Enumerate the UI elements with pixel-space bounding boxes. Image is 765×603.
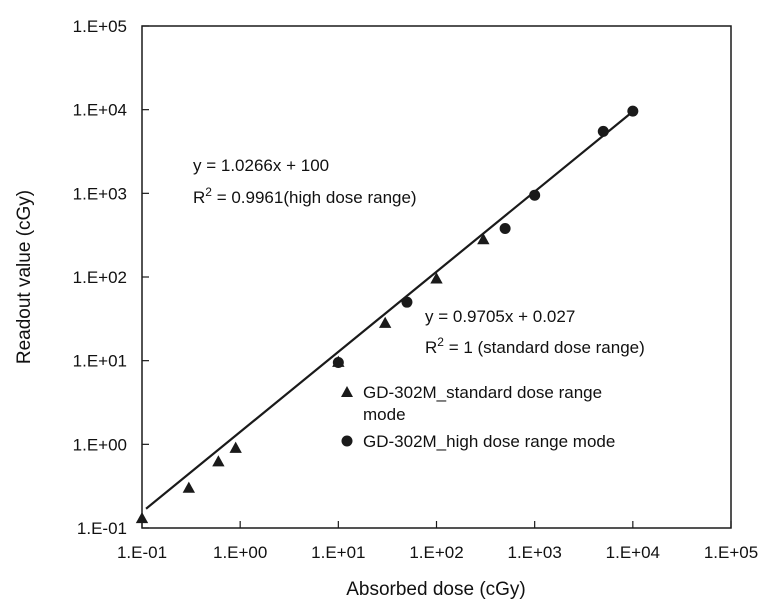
r2-letter: R [425,338,437,357]
equation-high-dose: y = 1.0266x + 100 [193,156,329,175]
y-tick-label: 1.E-01 [77,519,127,538]
legend-label-high: GD-302M_high dose range mode [363,432,615,451]
triangle-data-point [212,455,225,467]
legend-triangle-marker [341,386,353,397]
y-tick-label: 1.E+00 [73,435,127,454]
y-tick-label: 1.E+03 [73,184,127,203]
circle-data-point [401,296,413,308]
y-axis-title: Readout value (cGy) [14,190,35,364]
triangle-data-point [135,511,149,524]
r-squared-high-dose: R2 = 0.9961(high dose range) [193,185,417,207]
triangle-data-point [182,481,196,493]
legend-label-standard-line2: mode [363,405,406,424]
r-squared-standard-dose: R2 = 1 (standard dose range) [425,335,645,357]
r2-value: = 0.9961(high dose range) [212,188,417,207]
x-tick-label: 1.E+01 [311,543,365,562]
x-tick-label: 1.E-01 [117,543,167,562]
triangle-data-point [229,441,242,453]
x-axis-title: Absorbed dose (cGy) [346,579,526,600]
x-tick-label: 1.E+05 [704,543,758,562]
triangle-data-point [477,233,490,245]
r2-superscript: 2 [437,335,444,349]
x-tick-label: 1.E+00 [213,543,267,562]
points-layer [135,105,639,524]
r2-superscript: 2 [205,185,212,199]
circle-data-point [627,105,639,117]
y-tick-label: 1.E+04 [73,101,127,120]
trendline [145,110,634,510]
triangle-data-point [378,316,392,328]
legend-label-standard-line1: GD-302M_standard dose range [363,383,602,402]
legend-circle-marker [341,435,353,447]
circle-data-point [332,357,344,369]
y-tick-label: 1.E+02 [73,268,127,287]
plot-area-frame [141,25,732,529]
x-tick-label: 1.E+03 [507,543,561,562]
triangle-data-point [430,272,443,284]
r2-letter: R [193,188,205,207]
circle-data-point [499,222,511,234]
equation-standard-dose: y = 0.9705x + 0.027 [425,307,575,326]
x-tick-label: 1.E+02 [409,543,463,562]
x-tick-label: 1.E+04 [606,543,660,562]
circle-data-point [529,189,541,201]
y-tick-label: 1.E+01 [73,352,127,371]
y-tick-label: 1.E+05 [73,17,127,36]
legend: GD-302M_standard dose range mode GD-302M… [341,383,615,451]
ticks-layer: 1.E-01 1.E+00 1.E+01 1.E+02 1.E+03 1.E+04 1.E+… [73,17,759,562]
annotation-high-dose: y = 1.0266x + 100 R2 = 0.9961(high dose … [193,156,417,207]
circle-data-point [597,125,609,137]
annotation-standard-dose: y = 0.9705x + 0.027 R2 = 1 (standard dos… [425,307,645,357]
r2-value: = 1 (standard dose range) [444,338,645,357]
